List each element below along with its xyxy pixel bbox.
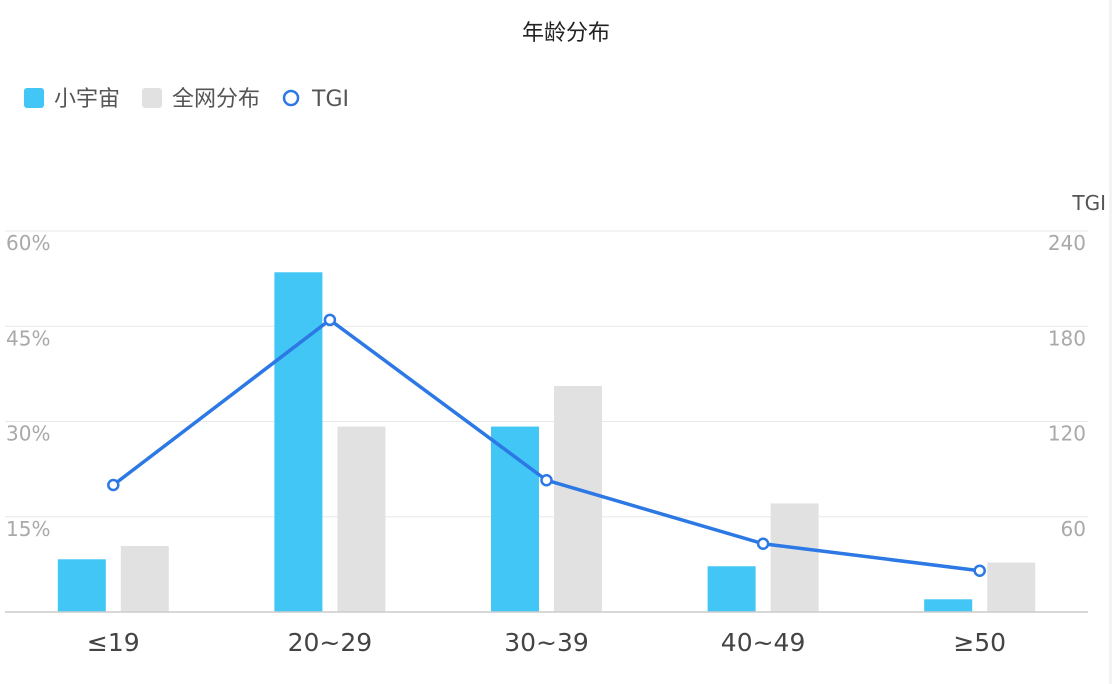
x-axis-labels: ≤19 20~29 30~39 40~49 ≥50 — [87, 628, 1006, 657]
y-left-tick-label: 30% — [6, 422, 50, 446]
legend-item-2[interactable]: TGI — [282, 87, 349, 112]
bar-xiaoyuzhou-0 — [57, 559, 106, 612]
tgi-point-3 — [756, 537, 770, 550]
x-tick-label: 20~29 — [288, 628, 373, 657]
tgi-line-series — [107, 313, 986, 577]
bar-xiaoyuzhou-1 — [274, 272, 323, 612]
legend-label: 全网分布 — [172, 87, 260, 112]
bar-xiaoyuzhou-4 — [924, 599, 973, 612]
chart-title: 年龄分布 — [522, 21, 610, 46]
x-tick-label: ≤19 — [87, 628, 140, 657]
x-tick-label: 30~39 — [504, 628, 589, 657]
y-right-tick-label: 60 — [1061, 517, 1086, 541]
legend-label: 小宇宙 — [54, 87, 120, 112]
legend-swatch — [24, 88, 44, 108]
bar-whole-network-1 — [337, 426, 386, 612]
y-left-tick-label: 60% — [6, 231, 50, 255]
x-tick-label: 40~49 — [721, 628, 806, 657]
y-axis-right: 240 180 120 60 — [1048, 231, 1086, 541]
legend-item-1[interactable]: 全网分布 — [142, 87, 260, 112]
legend-line-marker — [282, 89, 300, 107]
x-tick-label: ≥50 — [953, 628, 1006, 657]
tgi-point-4 — [973, 564, 986, 577]
grid-lines — [5, 230, 1088, 518]
legend: 小宇宙 全网分布 TGI — [24, 87, 349, 112]
legend-swatch — [142, 88, 163, 108]
y-right-tick-label: 240 — [1048, 231, 1086, 255]
y-right-tick-label: 180 — [1048, 326, 1086, 350]
bar-xiaoyuzhou-3 — [707, 566, 756, 612]
y-left-tick-label: 45% — [6, 326, 50, 350]
tgi-point-2 — [540, 473, 553, 487]
bar-whole-network-4 — [987, 562, 1036, 612]
legend-label: TGI — [311, 87, 349, 112]
y-left-tick-label: 15% — [6, 517, 50, 541]
bar-whole-network-3 — [770, 503, 819, 612]
tgi-point-0 — [107, 478, 120, 492]
bar-xiaoyuzhou-2 — [491, 426, 539, 612]
bar-whole-network-0 — [120, 545, 169, 612]
tgi-line — [112, 318, 980, 573]
y-right-tick-label: 120 — [1048, 422, 1086, 446]
y-axis-left: 60% 45% 30% 15% — [6, 231, 50, 541]
tgi-point-1 — [323, 313, 337, 327]
right-edge-divider — [1109, 0, 1112, 684]
y-axis-right-label: TGI — [1071, 191, 1106, 215]
legend-item-0[interactable]: 小宇宙 — [24, 87, 120, 112]
bar-whole-network-2 — [554, 385, 602, 612]
